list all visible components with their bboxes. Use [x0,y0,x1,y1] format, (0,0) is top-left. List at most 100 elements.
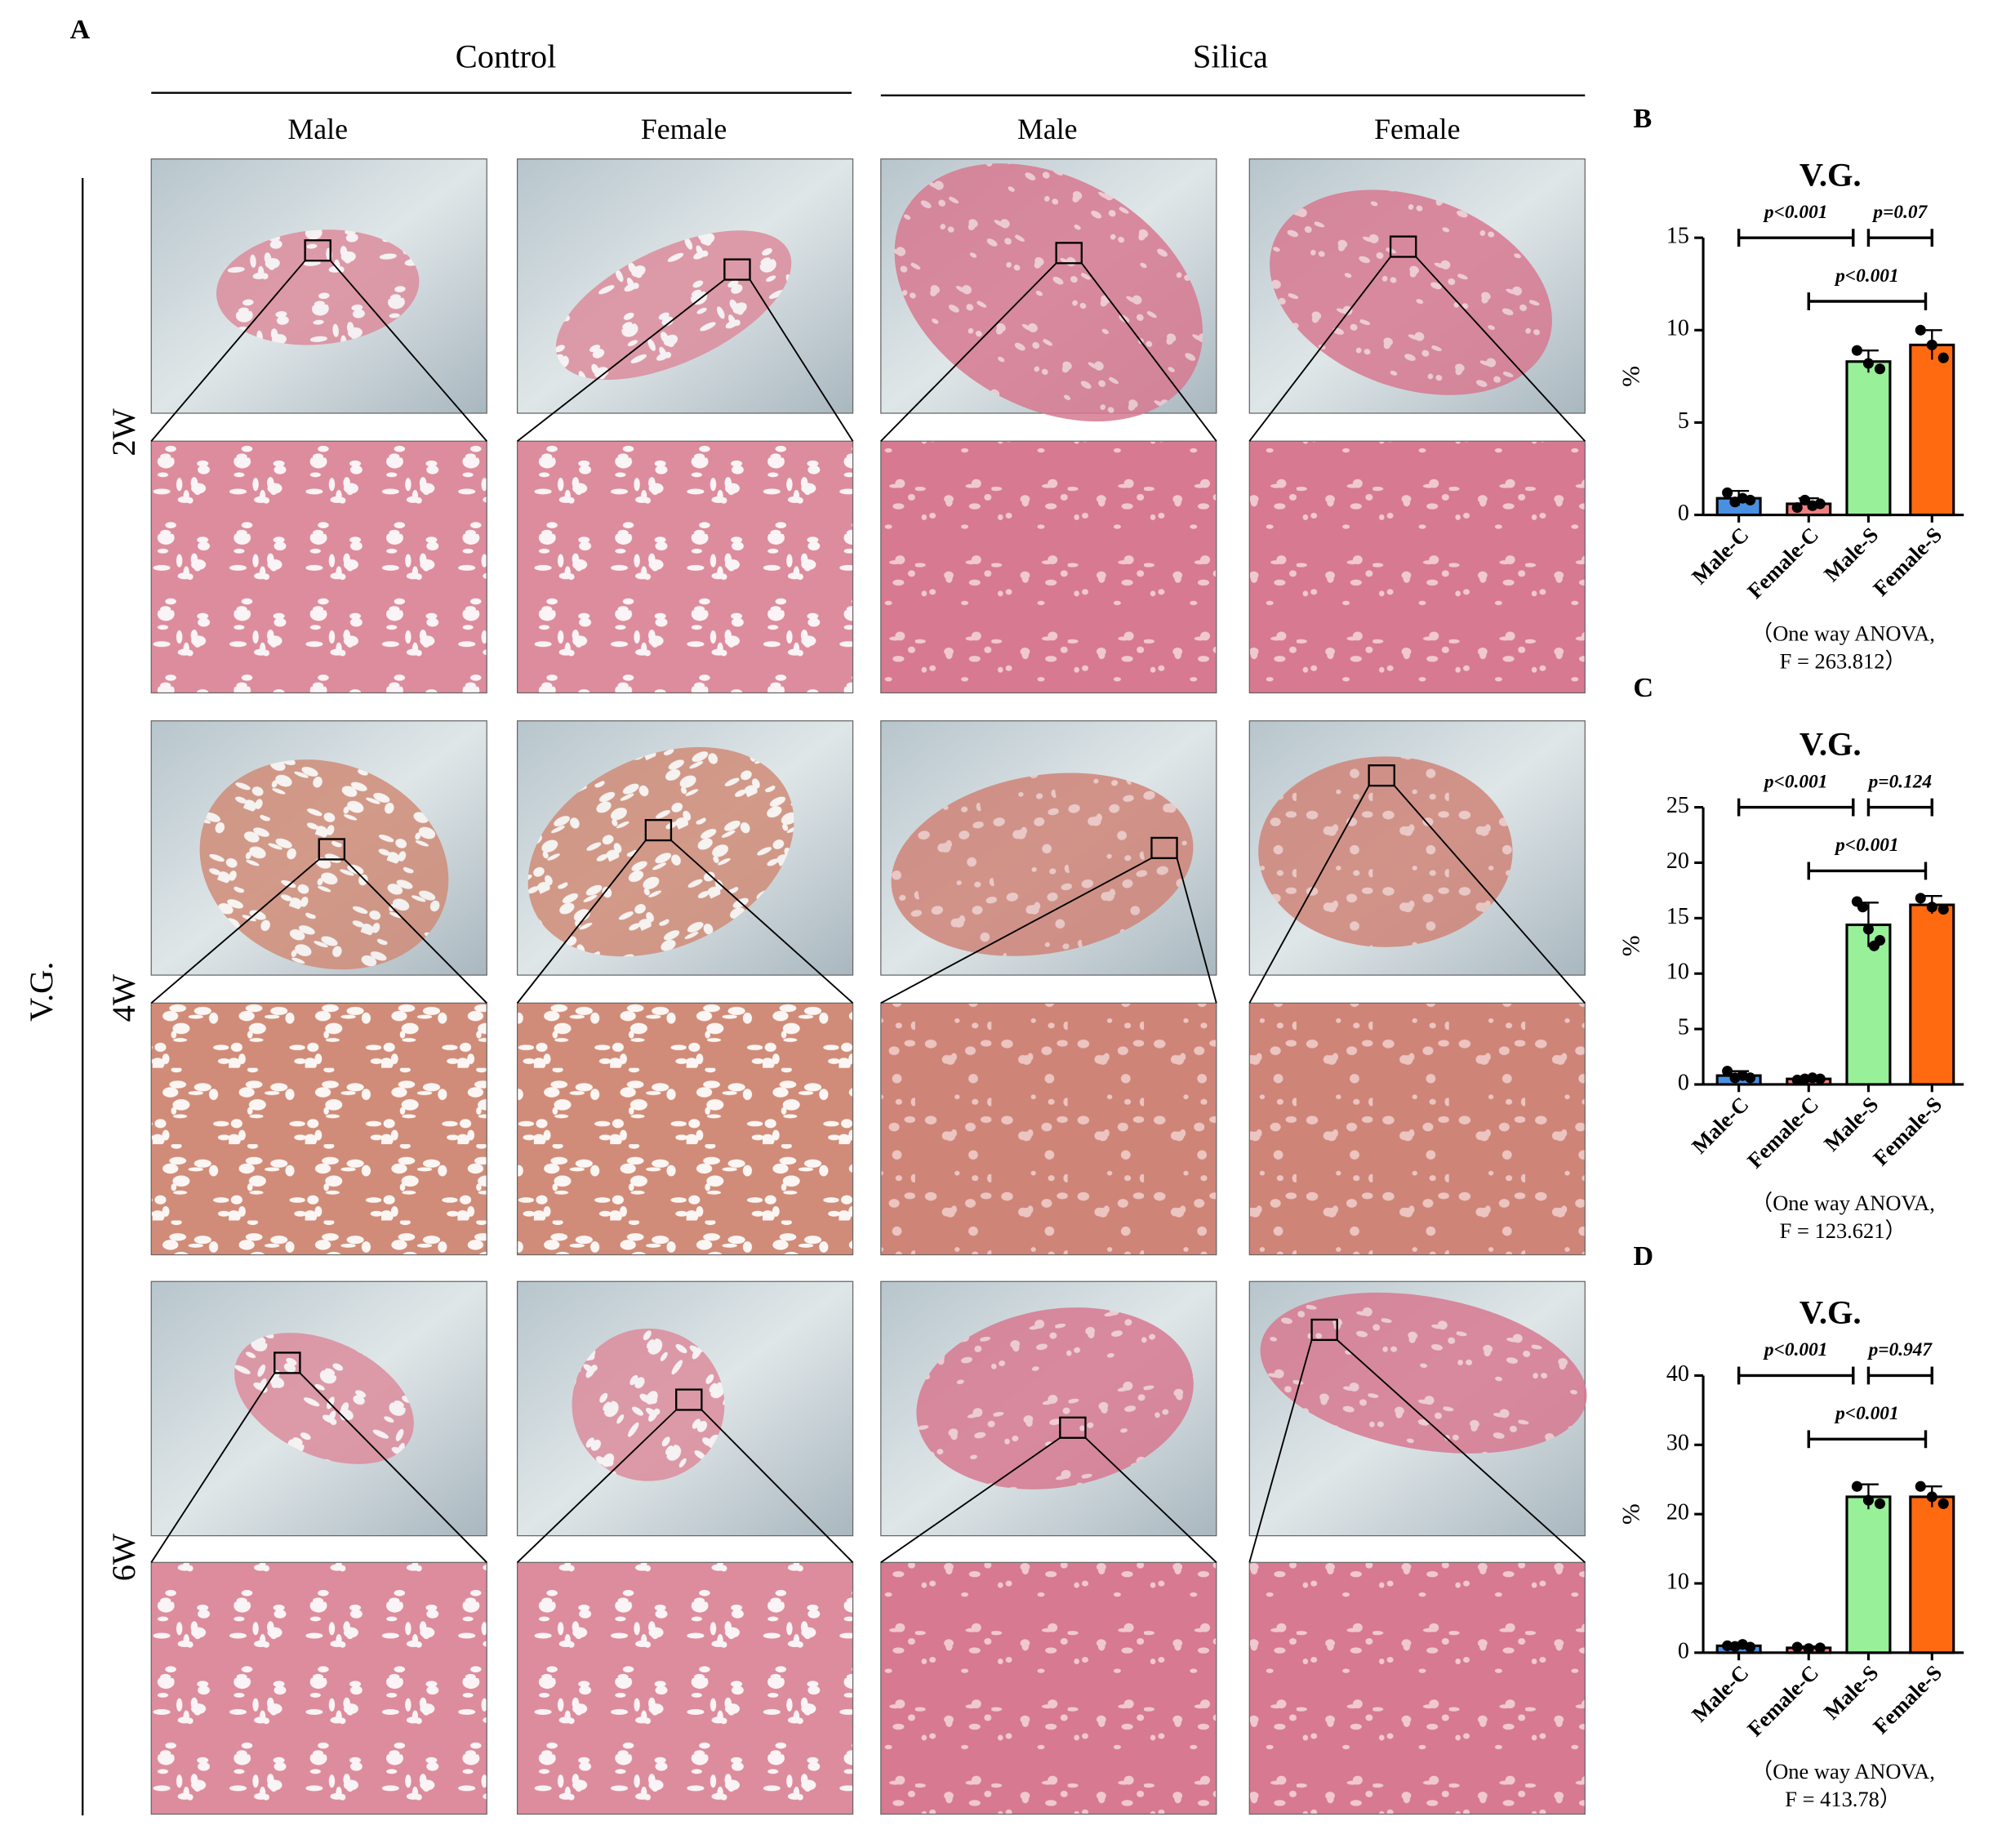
x-tick-label: Female-C [1742,1092,1823,1173]
bar [1845,1495,1892,1654]
micrograph-zoom [516,1561,854,1815]
zoom-line [1084,1437,1217,1563]
zoom-line [1337,1339,1586,1564]
sex-label: Female [641,113,727,145]
zoom-box [723,258,751,281]
chart-title: V.G. [1799,726,1862,763]
panel-label: A [70,14,91,45]
data-point [1915,1481,1926,1492]
zoom-box [644,818,673,842]
data-point [1874,1498,1885,1509]
sig-label: p<0.001 [1834,835,1899,856]
data-point [1862,358,1874,369]
data-point [1745,1641,1756,1653]
data-point [1722,487,1733,498]
lung-section [1258,756,1513,947]
x-tick-label: Female-S [1868,523,1946,601]
zoom-line [330,260,487,442]
zoom-line [1415,256,1586,442]
data-point [1874,363,1885,375]
micrograph-zoom [150,440,487,694]
x-tick-label: Female-S [1868,1092,1946,1170]
y-tick-label: 20 [1666,848,1689,874]
zoom-box [1368,764,1395,787]
week-label: 6W [105,1533,142,1581]
y-tick-label: 0 [1678,1070,1689,1095]
micrograph-zoom [516,440,854,694]
sig-label: p<0.001 [1834,1403,1899,1424]
stain-label: V.G. [23,962,60,1022]
zoom-box [318,838,346,861]
bar [1909,343,1955,517]
y-tick-label: 40 [1666,1361,1689,1387]
y-axis-label: % [1617,366,1645,387]
data-point [1862,924,1874,935]
lung-section [199,759,449,970]
bar [1845,360,1892,517]
micrograph-zoom [1248,1002,1586,1256]
micrograph-zoom [516,1002,854,1256]
y-tick-label: 0 [1678,501,1689,526]
sig-label: p<0.001 [1763,771,1828,792]
lung-section [1260,1292,1587,1454]
y-tick-label: 5 [1678,408,1689,434]
lung-section [894,163,1203,422]
sex-label: Male [1017,113,1078,145]
week-label: 2W [105,407,142,456]
chart-title: V.G. [1799,1294,1862,1331]
x-tick-label: Male-C [1687,523,1753,589]
bar [1909,1495,1955,1654]
y-tick-label: 20 [1666,1500,1689,1525]
x-tick-label: Female-C [1742,1660,1823,1741]
sig-label: p=0.07 [1871,202,1928,223]
sig-label: p<0.001 [1763,1339,1828,1360]
panel-label: D [1633,1240,1653,1271]
zoom-line [1248,256,1391,442]
data-point [1926,1491,1937,1503]
zoom-line [299,1372,487,1563]
x-tick-label: Female-S [1868,1660,1946,1739]
zoom-line [880,857,1152,1004]
bar [1909,903,1955,1086]
y-tick-label: 15 [1666,904,1689,929]
zoom-box [1059,1416,1087,1439]
micrograph-zoom [1248,440,1586,694]
y-axis-label: % [1617,935,1645,956]
y-tick-label: 10 [1666,1569,1689,1594]
zoom-box [1310,1318,1338,1342]
data-point [1722,1066,1733,1077]
zoom-line [1176,857,1217,1004]
stats-note: （One way ANOVA, [1751,1191,1935,1215]
zoom-line [150,858,320,1004]
stats-note: F = 263.812） [1780,649,1906,674]
stats-note: （One way ANOVA, [1751,1759,1935,1783]
chart-title: V.G. [1799,156,1862,193]
micrograph-zoom [880,440,1217,694]
zoom-box [675,1388,703,1411]
zoom-line [749,279,854,442]
zoom-line [1248,785,1370,1004]
zoom-line [701,1409,854,1563]
data-point [1799,494,1811,505]
y-tick-label: 5 [1678,1015,1689,1040]
data-point [1937,903,1949,915]
micrograph-zoom [150,1002,487,1256]
zoom-line [670,839,854,1004]
data-point [1791,1641,1803,1653]
data-point [1814,1642,1826,1654]
data-point [1915,893,1926,904]
micrograph-zoom [150,1561,487,1815]
week-label: 4W [105,973,142,1022]
y-axis-label: % [1617,1503,1645,1525]
data-point [1803,1643,1814,1654]
zoom-line [1081,262,1217,442]
data-point [1937,1498,1949,1509]
zoom-line [150,1372,276,1563]
data-point [1814,498,1826,510]
zoom-line [517,278,725,442]
data-point [1814,1073,1826,1084]
zoom-line [516,1409,677,1563]
data-point [1851,345,1862,356]
sig-label: p<0.001 [1763,202,1828,223]
